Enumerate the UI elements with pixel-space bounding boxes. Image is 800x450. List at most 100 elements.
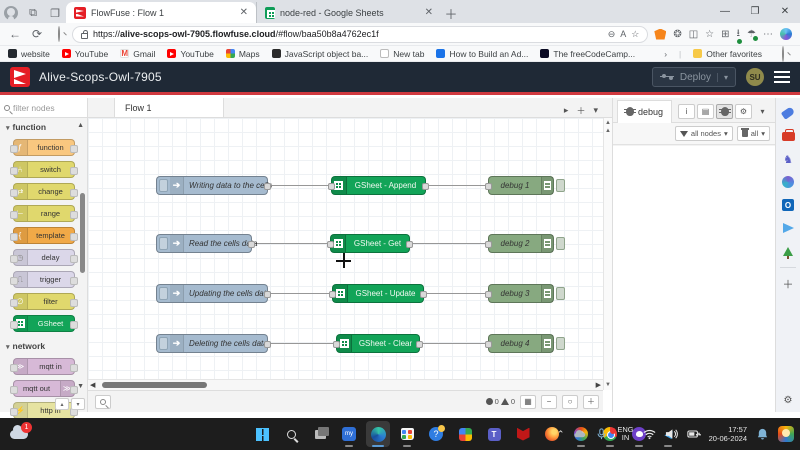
input-port[interactable] [327, 182, 335, 190]
user-avatar[interactable]: SU [746, 68, 764, 86]
edge-taskbar-icon[interactable] [366, 421, 390, 447]
bookmark-js-object[interactable]: JavaScript object ba... [271, 49, 368, 59]
minimize-button[interactable]: — [720, 6, 730, 17]
palette-collapse-all-button[interactable]: ▴ [55, 398, 69, 410]
workspaces-icon[interactable]: ❐ [50, 7, 60, 20]
flow-canvas[interactable]: Flow 1 ▸ ＋ ▾ ➔ Writing data to the cells [88, 98, 613, 412]
chrome-icon[interactable] [598, 421, 622, 447]
config-tab-button[interactable]: ⚙ [735, 103, 752, 119]
inject-node[interactable]: ➔ Updating the cells data [156, 283, 271, 303]
teams-icon[interactable]: T [482, 421, 506, 447]
wire[interactable] [424, 292, 488, 294]
inject-button[interactable] [159, 236, 168, 250]
palette-node-trigger[interactable]: ⎍ trigger [9, 271, 78, 288]
gsheet-node[interactable]: GSheet - Append [327, 175, 429, 195]
restore-button[interactable]: ❐ [750, 6, 760, 17]
copilot-icon[interactable] [780, 28, 792, 40]
input-port[interactable] [327, 240, 334, 248]
output-port[interactable] [264, 182, 271, 190]
add-flow-button[interactable]: ＋ [576, 106, 586, 116]
gsheet-node[interactable]: GSheet - Clear [333, 333, 423, 353]
outlook-icon[interactable]: O [781, 198, 795, 212]
canvas-vertical-scrollbar[interactable]: ▲ ▲ ▼ [603, 118, 612, 390]
inject-button[interactable] [159, 336, 168, 350]
palette-node-range[interactable]: ⊢ range [9, 205, 78, 222]
input-port[interactable] [485, 240, 492, 248]
flow-list-icon[interactable]: ▾ [593, 105, 598, 115]
start-button[interactable] [250, 421, 274, 447]
debug-node[interactable]: debug 3 [485, 283, 565, 303]
palette-node-change[interactable]: ⇄ change [9, 183, 78, 200]
palette-scroll-up-icon[interactable]: ▲ [77, 122, 84, 129]
debug-node[interactable]: debug 2 [485, 233, 565, 253]
debug-node[interactable]: debug 1 [485, 175, 565, 195]
taskbar-search-button[interactable] [279, 421, 303, 447]
tab-close-icon[interactable]: ✕ [239, 7, 248, 18]
tab-debug[interactable]: debug [617, 99, 673, 123]
wire[interactable] [252, 242, 330, 244]
bookmark-how-to[interactable]: How to Build an Ad... [436, 49, 528, 59]
lock-icon[interactable] [81, 29, 88, 39]
canvas-grid[interactable]: ➔ Writing data to the cells GSheet - App… [88, 118, 603, 390]
new-tab-button[interactable]: ＋ [444, 6, 458, 22]
gsheet-node[interactable]: GSheet - Update [329, 283, 427, 303]
tab-close-icon[interactable]: ✕ [424, 7, 433, 18]
language-indicator[interactable]: ENG IN [617, 425, 634, 442]
scroll-right-icon[interactable]: ▶ [595, 382, 601, 389]
main-menu-icon[interactable] [774, 71, 790, 83]
sync-icon[interactable]: ☂ [747, 28, 758, 41]
palette-node-mqtt-out[interactable]: mqtt out ≫ [9, 380, 78, 397]
url-bar[interactable]: https://alive-scops-owl-7905.flowfuse.cl… [72, 25, 649, 43]
palette-node-gsheet[interactable]: GSheet [9, 315, 78, 332]
downloads-icon[interactable]: ⭳ [737, 26, 742, 44]
scroll-left-icon[interactable]: ◀ [90, 382, 96, 389]
bookmark-freecodecamp[interactable]: The freeCodeCamp... [540, 49, 635, 59]
browser-tab-sheets[interactable]: node-red - Google Sheets ✕ [256, 2, 441, 23]
wire[interactable] [268, 342, 336, 344]
palette-category-function[interactable]: ▾ function [6, 122, 47, 132]
palette-scrollbar[interactable] [80, 193, 85, 273]
debug-messages-panel[interactable] [613, 146, 775, 412]
tab-activity-icon[interactable]: ⧉ [29, 6, 37, 19]
wire[interactable] [410, 242, 488, 244]
search-icon[interactable] [50, 26, 68, 42]
palette-node-template[interactable]: {template [9, 227, 78, 244]
vscode-icon[interactable]: ◄ [656, 421, 680, 447]
favorite-star-icon[interactable]: ☆ [631, 28, 640, 39]
split-screen-icon[interactable]: ◫ [688, 28, 699, 40]
volume-icon[interactable] [665, 428, 678, 440]
user-switcher-icon[interactable] [778, 426, 794, 442]
inject-button[interactable] [159, 286, 168, 300]
palette-node-mqtt-in[interactable]: ≫ mqtt in [9, 358, 78, 375]
sidebar-menu-icon[interactable]: ▾ [760, 106, 765, 116]
debug-tab-button[interactable] [716, 103, 733, 119]
help-tab-button[interactable]: ▤ [697, 103, 714, 119]
palette-category-network[interactable]: ▾ network [6, 341, 46, 351]
weather-widget[interactable]: 1 [10, 421, 32, 439]
wire[interactable] [420, 342, 488, 344]
deploy-button[interactable]: Deploy ▾ [651, 67, 736, 87]
tree-icon[interactable] [781, 244, 795, 259]
collections-icon[interactable]: ⊞ [721, 28, 730, 40]
info-tab-button[interactable]: i [678, 103, 695, 119]
palette-node-filter[interactable]: ∅ filter [9, 293, 78, 310]
deploy-caret-icon[interactable]: ▾ [716, 72, 728, 82]
input-port[interactable] [485, 290, 492, 298]
navigator-button[interactable]: ▦ [520, 394, 536, 409]
bookmark-new-tab[interactable]: New tab [380, 49, 424, 59]
zoom-in-button[interactable]: ＋ [583, 394, 599, 409]
wifi-icon[interactable] [643, 428, 656, 440]
output-port[interactable] [248, 240, 255, 248]
clear-messages-button[interactable]: all ▾ [736, 126, 770, 141]
inject-button[interactable] [159, 178, 168, 192]
input-port[interactable] [485, 340, 492, 348]
tray-chevron-icon[interactable]: ⌃ [556, 428, 565, 439]
zoom-out-button[interactable]: − [541, 394, 557, 409]
input-port[interactable] [485, 182, 492, 190]
drop-icon[interactable] [781, 221, 795, 235]
github-desktop-icon[interactable] [627, 421, 651, 447]
input-port[interactable] [333, 340, 340, 348]
wire[interactable] [268, 292, 332, 294]
output-port[interactable] [416, 340, 423, 348]
bookmarks-overflow-icon[interactable]: › [664, 48, 668, 59]
